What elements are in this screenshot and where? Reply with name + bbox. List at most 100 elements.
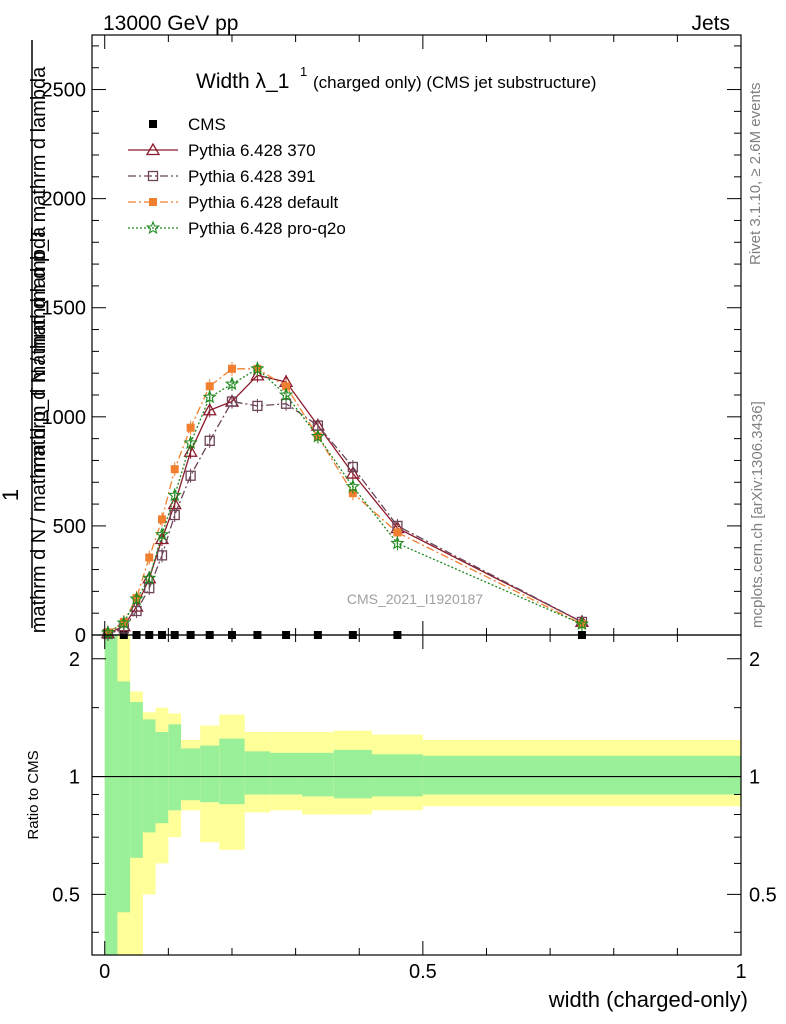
ratio-inner-band	[155, 731, 169, 824]
ratio-inner-band	[270, 752, 302, 795]
y-tick-label: 2500	[42, 80, 87, 102]
ratio-inner-band	[117, 681, 131, 913]
y-tick-label: 0	[75, 625, 86, 647]
ratio-uncertainty-bands	[92, 635, 741, 955]
axes-layer: 0 500 1000 1500 2000 2500 0 0.5 1 0.5 0.5 1 1 2 2	[42, 34, 777, 983]
y-tick-label: 1000	[42, 407, 87, 429]
legend-entry: Pythia 6.428 370	[128, 141, 316, 160]
ratio-y-tick-label: 0.5	[749, 884, 777, 906]
data-point	[574, 616, 590, 631]
analysis-label: CMS_2021_I1920187	[347, 591, 483, 607]
ratio-inner-band	[168, 724, 182, 811]
legend-label: CMS	[188, 115, 226, 134]
process-label: Jets	[691, 12, 730, 35]
legend-marker	[145, 220, 161, 235]
ratio-inner-band	[181, 748, 201, 801]
ratio-inner-band	[200, 745, 220, 803]
ratio-y-tick-label: 1	[749, 767, 760, 789]
data-point	[347, 461, 359, 473]
series-1	[100, 368, 590, 641]
data-point	[185, 470, 196, 481]
series-2	[102, 394, 588, 641]
ratio-inner-band	[301, 752, 334, 797]
ratio-y-tick-label: 0.5	[52, 884, 80, 906]
data-point	[202, 389, 217, 404]
ratio-inner-band	[104, 635, 118, 955]
chart-title-superscript: 1	[300, 64, 307, 79]
y-tick-label: 500	[53, 516, 86, 538]
data-point	[170, 465, 179, 474]
data-point	[116, 615, 131, 630]
legend-label: Pythia 6.428 pro-q2o	[188, 219, 346, 238]
mcplots-label: mcplots.cern.ch [arXiv:1306.3436]	[749, 401, 766, 628]
data-point	[131, 605, 142, 617]
ratio-inner-band	[219, 738, 245, 805]
x-tick-label: 0.5	[409, 961, 437, 983]
series-4	[100, 361, 590, 640]
data-point	[224, 376, 240, 391]
data-point	[154, 527, 170, 541]
data-point	[250, 368, 265, 381]
ratio-y-tick-label: 2	[749, 649, 760, 671]
legend-label: Pythia 6.428 391	[188, 167, 316, 186]
ratio-plot-frame	[91, 634, 742, 956]
y-axis-label-numerator: mathrm d N / mathrm d p_T mathrm d lambd…	[28, 66, 50, 473]
data-point	[183, 444, 198, 457]
data-point	[227, 364, 236, 373]
legend: CMS Pythia 6.428 370 Pythia 6.428 391 Pythi…	[128, 115, 346, 238]
data-point	[226, 396, 238, 407]
data-point	[145, 553, 154, 562]
rivet-version-label: Rivet 3.1.10, ≥ 2.6M events	[747, 83, 764, 266]
data-point	[202, 402, 217, 416]
ratio-inner-band	[142, 719, 156, 833]
ratio-inner-band	[244, 751, 271, 795]
data-point	[142, 570, 157, 585]
legend-marker	[145, 142, 161, 156]
data-point	[169, 509, 180, 521]
chart-title: Width λ_1	[196, 70, 289, 93]
data-point	[167, 487, 182, 502]
data-point	[345, 466, 360, 479]
data-point	[156, 550, 168, 561]
data-point	[205, 382, 214, 391]
legend-label: Pythia 6.428 370	[188, 141, 316, 160]
data-point	[204, 435, 215, 446]
legend-entry: Pythia 6.428 default	[128, 193, 339, 212]
y-axis-label-denominator: mathrm d N / mathrm d p_T mathrm d lambd…	[28, 226, 50, 633]
x-axis-label: width (charged-only)	[548, 987, 748, 1012]
ratio-inner-band	[422, 755, 741, 795]
data-point	[129, 591, 144, 606]
data-point	[345, 479, 361, 493]
y-axis-label-one: 1	[0, 489, 23, 501]
data-point	[390, 535, 405, 550]
energy-label: 13000 GeV pp	[103, 12, 238, 35]
series-line	[107, 368, 583, 633]
legend-entry: CMS	[149, 115, 226, 134]
data-point	[252, 400, 263, 412]
legend-marker	[149, 198, 157, 206]
legend-entry: Pythia 6.428 pro-q2o	[128, 219, 346, 238]
y-tick-label: 1500	[42, 298, 87, 320]
data-point	[157, 515, 166, 524]
data-point	[186, 423, 195, 432]
ratio-inner-band	[130, 702, 143, 858]
series-layer	[100, 361, 590, 641]
y-tick-label: 2000	[42, 189, 87, 211]
x-tick-label: 0	[99, 961, 110, 983]
data-point	[393, 528, 402, 537]
legend-marker	[149, 120, 157, 128]
ratio-axis-label: Ratio to CMS	[25, 750, 42, 839]
data-point	[250, 361, 265, 375]
chart-subtitle: (charged only) (CMS jet substructure)	[313, 73, 596, 92]
ratio-inner-band	[371, 754, 423, 797]
ratio-inner-band	[333, 749, 372, 799]
data-point	[278, 387, 294, 402]
series-line	[107, 367, 583, 634]
x-tick-label: 1	[735, 961, 746, 983]
data-point	[282, 382, 291, 391]
data-point	[183, 435, 198, 450]
ratio-y-tick-label: 2	[69, 649, 80, 671]
data-point	[310, 429, 326, 443]
legend-marker	[147, 170, 159, 182]
